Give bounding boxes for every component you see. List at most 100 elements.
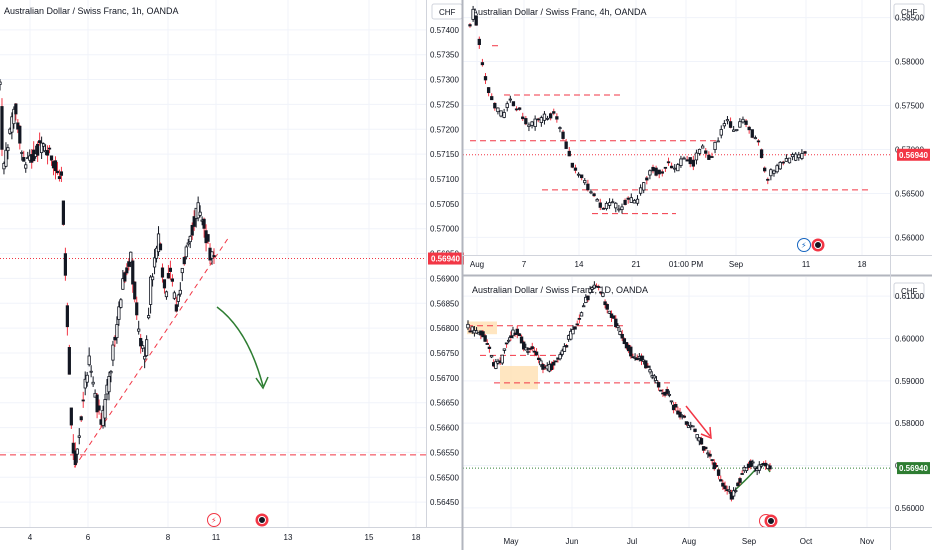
candle-up xyxy=(184,246,188,258)
candle-down xyxy=(174,304,178,312)
candle-down xyxy=(719,479,723,482)
candle-down xyxy=(57,176,62,180)
candle-down xyxy=(564,141,568,149)
panel-4h-earnings-inner-icon xyxy=(814,241,822,249)
candle-up xyxy=(611,201,615,204)
y-tick-label: 0.58000 xyxy=(895,58,924,67)
candle-up xyxy=(722,123,727,127)
panel-1d-unit-label: CHF xyxy=(901,287,918,296)
candle-up xyxy=(741,118,745,123)
candle-down xyxy=(736,482,740,487)
candle-up xyxy=(604,202,609,210)
candle-down xyxy=(620,333,624,339)
candle-down xyxy=(564,345,569,348)
x-tick-label: Sep xyxy=(742,537,757,546)
candle-down xyxy=(756,140,761,143)
candle-down xyxy=(487,346,492,349)
candle-up xyxy=(474,330,479,334)
candle-down xyxy=(534,351,539,356)
x-tick-label: 18 xyxy=(858,260,867,269)
candle-up xyxy=(111,344,115,361)
candle-down xyxy=(764,462,768,467)
candle-down xyxy=(49,155,54,161)
panel-4h-lightning-icon[interactable] xyxy=(797,238,811,252)
x-tick-label: 18 xyxy=(412,533,421,542)
candle-up xyxy=(150,276,155,281)
candle-down xyxy=(714,465,719,467)
candle-up xyxy=(588,288,592,293)
candle-down xyxy=(481,331,485,338)
y-tick-label: 0.56550 xyxy=(430,448,459,457)
panel-1h: Australian Dollar / Swiss Franc, 1h, OAN… xyxy=(0,3,464,542)
x-tick-label: Nov xyxy=(860,537,874,546)
candle-down xyxy=(688,157,692,165)
candle-down xyxy=(131,260,135,285)
candle-down xyxy=(645,177,649,181)
candle-down xyxy=(549,363,554,371)
candle-up xyxy=(679,158,683,166)
candle-down xyxy=(67,347,71,375)
candle-down xyxy=(575,323,579,326)
candle-up xyxy=(502,348,507,351)
candle-down xyxy=(605,304,609,310)
candle-up xyxy=(527,124,531,127)
candle-up xyxy=(738,121,742,128)
candle-down xyxy=(493,102,497,109)
panel-1h-last-price: 0.56940 xyxy=(431,255,460,264)
candle-up xyxy=(180,267,184,274)
candle-up xyxy=(682,157,686,160)
candle-up xyxy=(154,247,159,259)
candle-down xyxy=(468,330,472,333)
candle-up xyxy=(40,142,44,154)
y-tick-label: 0.56500 xyxy=(430,473,459,482)
candle-up xyxy=(697,148,702,154)
candle-up xyxy=(706,452,710,455)
candle-down xyxy=(47,147,52,150)
candle-down xyxy=(53,160,58,172)
x-tick-label: Jun xyxy=(566,537,579,546)
candle-down xyxy=(660,171,664,174)
candle-down xyxy=(768,465,772,470)
candle-up xyxy=(753,466,757,469)
candle-down xyxy=(596,286,601,288)
panel-4h-unit-label: CHF xyxy=(901,8,918,17)
y-tick-label: 0.57350 xyxy=(430,51,459,60)
candle-down xyxy=(170,278,174,282)
candle-down xyxy=(18,125,22,144)
candle-up xyxy=(769,169,773,177)
candle-down xyxy=(480,62,485,66)
candle-down xyxy=(158,243,163,251)
candle-up xyxy=(652,375,657,379)
candle-down xyxy=(684,421,689,425)
earnings-inner-icon xyxy=(258,516,266,524)
candle-down xyxy=(521,341,526,350)
panel-1d-unit-box[interactable] xyxy=(893,282,925,299)
y-tick-label: 0.57250 xyxy=(430,100,459,109)
candle-down xyxy=(69,407,73,426)
candle-down xyxy=(71,442,75,454)
candle-up xyxy=(129,251,133,263)
candle-down xyxy=(554,360,558,363)
candle-down xyxy=(665,389,669,394)
candle-up xyxy=(775,165,779,173)
panel-4h-unit-box[interactable] xyxy=(893,3,925,20)
y-tick-label: 0.57100 xyxy=(430,175,459,184)
forecast-arrow xyxy=(216,306,264,387)
candle-up xyxy=(4,149,8,167)
candle-up xyxy=(489,355,494,358)
candle-down xyxy=(123,272,127,282)
candle-down xyxy=(61,200,66,225)
candle-down xyxy=(483,76,488,81)
lightning-event-icon[interactable] xyxy=(207,513,221,527)
candle-up xyxy=(506,339,511,342)
candle-down xyxy=(639,355,644,362)
candle-up xyxy=(542,113,547,121)
candle-up xyxy=(713,141,717,150)
candle-up xyxy=(87,355,91,366)
candle-up xyxy=(800,153,804,159)
candle-down xyxy=(135,302,139,316)
candle-up xyxy=(499,110,503,117)
candle-down xyxy=(504,342,509,345)
candle-up xyxy=(558,354,562,360)
candle-up xyxy=(186,242,190,245)
